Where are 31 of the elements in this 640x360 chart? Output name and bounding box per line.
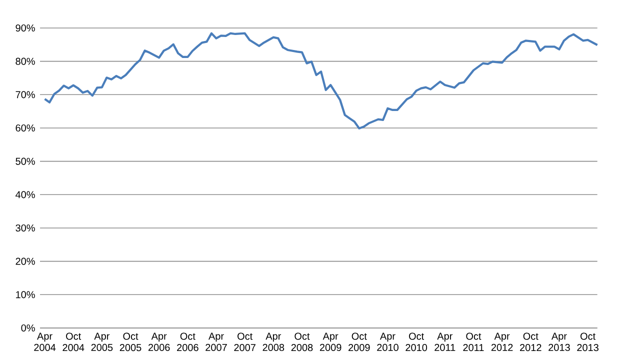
y-tick-label: 10% (16, 291, 35, 298)
x-tick-label: Apr 2006 (148, 332, 170, 352)
x-tick-label: Apr 2008 (262, 332, 284, 352)
x-tick-label: Apr 2010 (377, 332, 398, 352)
y-tick-label: 0% (21, 324, 35, 332)
y-tick-label: 60% (16, 124, 35, 132)
x-tick-label: Apr 2013 (548, 332, 570, 352)
line-series (44, 32, 598, 130)
x-tick-label: Apr 2005 (91, 332, 113, 352)
x-tick-label: Oct 2009 (348, 332, 370, 352)
y-tick-label: 70% (16, 91, 35, 98)
y-tick-label: 30% (16, 224, 35, 232)
x-tick-label: Oct 2013 (577, 332, 598, 352)
x-tick-label: Oct 2004 (62, 332, 84, 352)
x-tick-label: Oct 2006 (177, 332, 198, 352)
x-tick-label: Apr 2011 (434, 332, 456, 352)
x-tick-label: Apr 2004 (34, 332, 56, 352)
x-tick-label: Oct 2011 (463, 332, 484, 352)
x-tick-label: Oct 2010 (406, 332, 428, 352)
y-tick-label: 20% (16, 258, 35, 265)
x-tick-label: Apr 2012 (491, 332, 513, 352)
y-tick-label: 80% (16, 58, 35, 65)
y-tick-label: 50% (16, 158, 35, 165)
x-tick-label: Oct 2008 (291, 332, 313, 352)
y-tick-label: 40% (16, 191, 35, 198)
x-tick-label: Apr 2009 (320, 332, 342, 352)
y-tick-label: 90% (16, 24, 35, 32)
x-tick-label: Apr 2007 (206, 332, 227, 352)
x-tick-label: Oct 2005 (120, 332, 142, 352)
x-tick-label: Oct 2007 (234, 332, 256, 352)
x-tick-label: Oct 2012 (520, 332, 542, 352)
